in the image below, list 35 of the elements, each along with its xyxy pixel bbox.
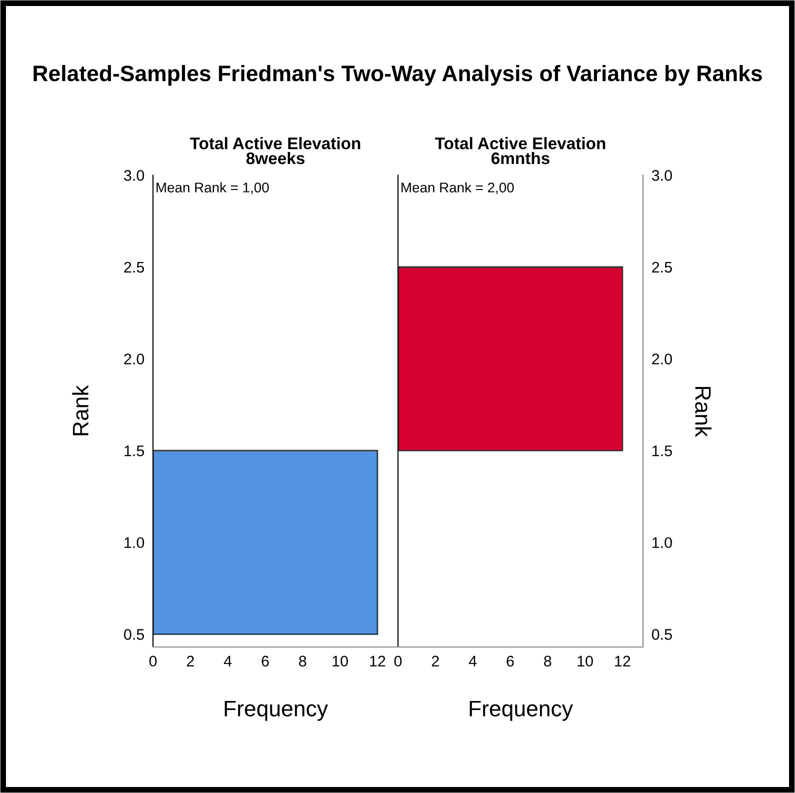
y-tick-label: 1.0 <box>124 537 144 548</box>
x-tick-label: 4 <box>224 656 232 666</box>
y-axis-title: Rank <box>695 386 712 438</box>
annotation: Mean Rank = 2,00 <box>402 182 514 194</box>
x-tick-label: 8 <box>544 656 552 667</box>
chart-subtitle: Total Active Elevation 8weeks <box>190 137 360 164</box>
x-tick-label: 0 <box>149 656 157 667</box>
y-axis-title: Rank <box>72 385 88 436</box>
x-tick-label: 12 <box>615 656 630 666</box>
x-tick-label: 8 <box>299 656 306 667</box>
y-tick-label: 2.5 <box>124 262 144 273</box>
x-axis-title: Frequency <box>470 700 573 721</box>
y-tick-label: 1.5 <box>652 446 672 456</box>
y-tick-label: 3.0 <box>124 170 144 181</box>
x-tick-label: 10 <box>332 656 348 667</box>
x-tick-label: 6 <box>262 656 269 667</box>
x-axis-title: Frequency <box>224 700 328 721</box>
x-tick-label: 0 <box>394 656 402 667</box>
x-tick-label: 2 <box>432 656 439 666</box>
chart-subtitle: Total Active Elevation 6mnths <box>435 137 606 164</box>
x-tick-label: 6 <box>506 656 514 667</box>
x-tick-label: 2 <box>186 656 194 666</box>
y-tick-label: 3.0 <box>652 170 672 181</box>
y-tick-label: 0.5 <box>124 629 144 640</box>
y-tick-label: 2.0 <box>124 354 144 364</box>
annotation: Mean Rank = 1,00 <box>156 182 269 194</box>
x-tick-label: 10 <box>578 656 593 667</box>
x-tick-label: 4 <box>468 656 477 666</box>
y-tick-label: 2.5 <box>652 262 672 273</box>
y-tick-label: 0.5 <box>652 629 672 640</box>
x-tick-label: 12 <box>370 656 386 666</box>
y-tick-label: 1.0 <box>652 537 672 548</box>
chart-title: Related-Samples Friedman's Two-Way Analysis of Variance by Ranks <box>34 64 762 86</box>
y-tick-label: 1.5 <box>124 446 144 456</box>
y-tick-label: 2.0 <box>652 354 672 364</box>
